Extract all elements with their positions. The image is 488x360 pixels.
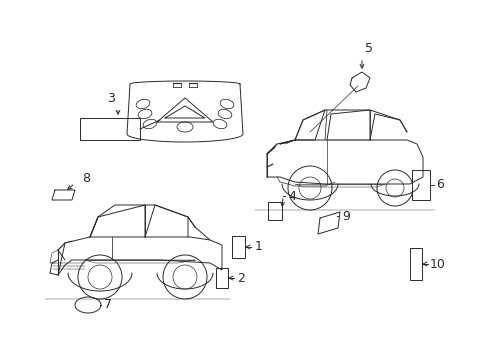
Text: 5: 5 [364,41,372,54]
Text: 6: 6 [435,179,443,192]
FancyBboxPatch shape [267,202,282,220]
Text: 8: 8 [82,171,90,184]
FancyBboxPatch shape [409,248,421,280]
FancyBboxPatch shape [231,236,244,258]
Text: 9: 9 [341,210,349,222]
Text: 4: 4 [287,189,295,202]
Text: 2: 2 [237,271,244,284]
Text: 10: 10 [429,257,445,270]
Text: 1: 1 [254,240,263,253]
Text: 7: 7 [104,298,112,311]
FancyBboxPatch shape [411,170,429,200]
FancyBboxPatch shape [216,268,227,288]
FancyBboxPatch shape [80,118,140,140]
Text: 3: 3 [107,91,115,104]
